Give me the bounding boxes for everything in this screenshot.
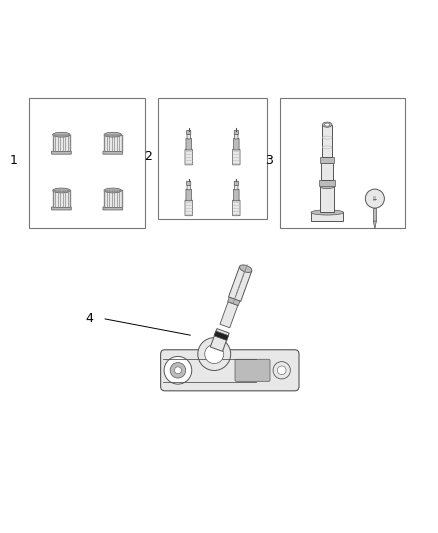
Polygon shape	[214, 331, 229, 341]
Bar	[104, 190, 122, 207]
Ellipse shape	[53, 132, 70, 137]
FancyBboxPatch shape	[185, 149, 192, 165]
Circle shape	[273, 361, 290, 379]
FancyBboxPatch shape	[187, 185, 191, 190]
FancyBboxPatch shape	[235, 134, 238, 139]
FancyBboxPatch shape	[186, 139, 191, 150]
Bar	[374, 196, 376, 201]
Bar	[53, 190, 70, 207]
Bar	[104, 135, 122, 151]
FancyBboxPatch shape	[234, 131, 238, 134]
Ellipse shape	[104, 188, 122, 193]
FancyBboxPatch shape	[235, 185, 238, 190]
FancyBboxPatch shape	[103, 207, 123, 210]
FancyBboxPatch shape	[186, 189, 191, 201]
Polygon shape	[228, 297, 240, 305]
Bar	[319, 181, 335, 187]
FancyBboxPatch shape	[235, 359, 270, 381]
Text: 3: 3	[265, 154, 273, 167]
FancyBboxPatch shape	[187, 181, 191, 185]
Ellipse shape	[53, 188, 70, 193]
FancyBboxPatch shape	[52, 151, 71, 154]
Circle shape	[277, 366, 286, 375]
Circle shape	[365, 189, 385, 208]
Bar	[53, 135, 70, 151]
FancyBboxPatch shape	[233, 139, 239, 150]
Bar	[320, 187, 334, 213]
Circle shape	[170, 362, 186, 378]
FancyBboxPatch shape	[233, 189, 239, 201]
Bar	[320, 157, 334, 163]
Text: 2: 2	[144, 150, 152, 163]
FancyBboxPatch shape	[185, 200, 192, 216]
Ellipse shape	[240, 265, 252, 272]
Text: 1: 1	[10, 154, 18, 167]
Ellipse shape	[325, 123, 330, 126]
Ellipse shape	[104, 132, 122, 137]
Bar	[279, 98, 405, 228]
Polygon shape	[220, 302, 238, 328]
Bar	[321, 163, 333, 181]
Circle shape	[164, 357, 192, 384]
FancyBboxPatch shape	[52, 207, 71, 210]
Polygon shape	[229, 266, 252, 301]
Circle shape	[198, 337, 231, 370]
Bar	[159, 98, 267, 219]
Polygon shape	[373, 221, 376, 229]
Ellipse shape	[311, 210, 343, 215]
Bar	[322, 125, 332, 157]
Bar	[29, 98, 145, 228]
Bar	[311, 213, 343, 221]
Polygon shape	[210, 329, 229, 351]
FancyBboxPatch shape	[233, 149, 240, 165]
FancyBboxPatch shape	[187, 131, 191, 134]
Text: 4: 4	[86, 312, 94, 325]
FancyBboxPatch shape	[234, 181, 238, 185]
Ellipse shape	[320, 184, 334, 189]
FancyBboxPatch shape	[161, 350, 299, 391]
FancyBboxPatch shape	[187, 134, 191, 139]
Bar	[373, 208, 376, 221]
FancyBboxPatch shape	[103, 151, 123, 154]
FancyBboxPatch shape	[233, 200, 240, 216]
Circle shape	[174, 367, 181, 374]
Ellipse shape	[322, 122, 332, 127]
Circle shape	[205, 344, 224, 364]
